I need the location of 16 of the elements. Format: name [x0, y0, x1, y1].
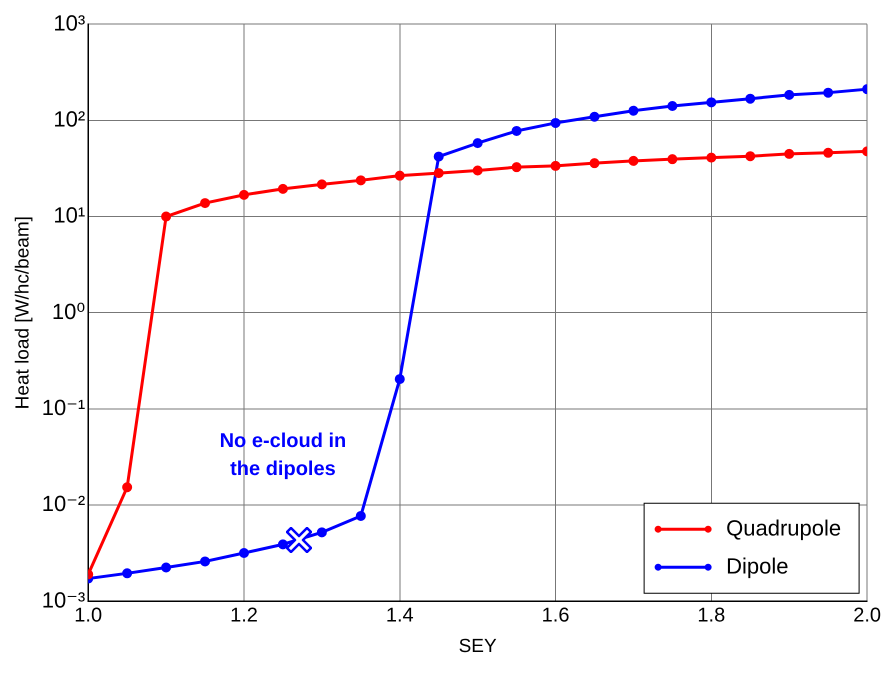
y-tick-label: 10⁰: [52, 298, 86, 324]
legend-label: Quadrupole: [726, 515, 842, 540]
x-axis-title: SEY: [458, 636, 497, 657]
x-tick-label: 1.2: [230, 604, 258, 627]
x-tick-label: 1.4: [386, 604, 414, 627]
legend-label: Dipole: [726, 553, 788, 578]
y-tick-label: 10⁻²: [42, 491, 86, 516]
y-tick-label: 10⁻¹: [42, 394, 86, 420]
y-tick-label: 10²: [53, 106, 86, 132]
x-tick-label: 1.8: [697, 604, 726, 627]
x-tick-label: 1.6: [542, 604, 570, 627]
y-axis-title: Heat load [W/hc/beam]: [12, 216, 34, 410]
y-tick-label: 10¹: [53, 202, 86, 228]
y-tick-label: 10³: [53, 10, 86, 36]
x-tick-label: 2.0: [853, 604, 882, 627]
annotation: No e-cloud in the dipoles: [220, 430, 346, 480]
